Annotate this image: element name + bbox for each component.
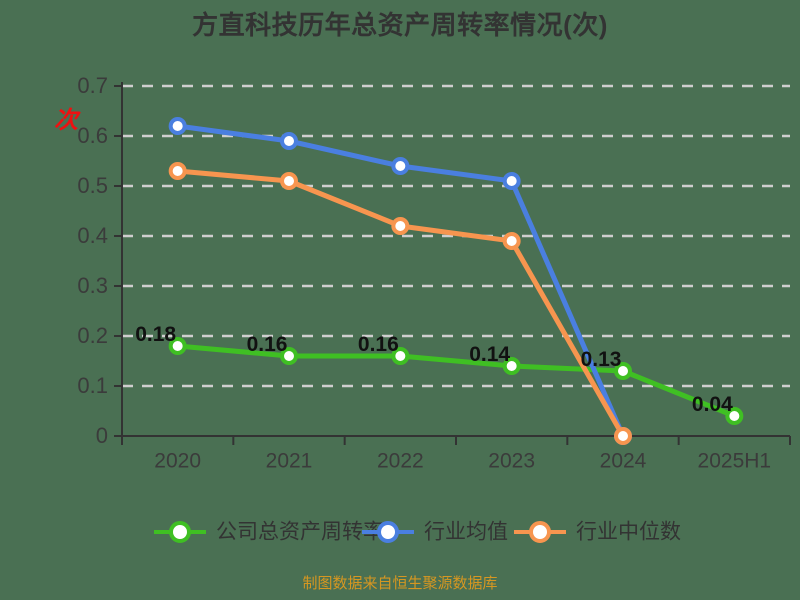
- x-tick-label: 2024: [600, 449, 647, 472]
- data-point-marker: [725, 407, 744, 425]
- legend-item[interactable]: 公司总资产周转率: [154, 521, 384, 544]
- data-point-label: 0.18: [135, 323, 176, 346]
- legend-label: 行业中位数: [576, 521, 681, 544]
- data-point-marker: [280, 172, 298, 190]
- legend-item[interactable]: 行业均值: [362, 521, 508, 544]
- y-tick-label: 0.7: [77, 73, 108, 98]
- source-note: 制图数据来自恒生聚源数据库: [302, 575, 498, 592]
- data-point-label: 0.16: [247, 333, 288, 356]
- data-point-marker: [502, 172, 521, 190]
- legend-marker: [529, 521, 551, 543]
- data-point-marker: [280, 132, 298, 150]
- y-tick-label: 0: [96, 423, 108, 448]
- legend-label: 公司总资产周转率: [216, 521, 384, 544]
- y-tick-label: 0.1: [77, 373, 108, 398]
- y-axis-ticks-group: 0 0.1 0.2 0.3 0.4 0.5 0.6 0.7: [77, 73, 123, 448]
- y-tick-label: 0.3: [77, 273, 108, 298]
- series-group: [168, 117, 744, 445]
- x-tick-label: 2022: [377, 449, 424, 472]
- data-point-marker: [391, 217, 410, 235]
- data-labels-group: 0.18 0.16 0.16 0.14 0.13 0.04: [135, 323, 733, 416]
- y-tick-label: 0.2: [77, 323, 108, 348]
- data-point-label: 0.14: [469, 343, 510, 366]
- data-point-marker: [168, 117, 187, 135]
- chart-title: 方直科技历年总资产周转率情况(次): [192, 10, 608, 40]
- legend-marker: [169, 521, 191, 543]
- data-point-marker: [391, 347, 410, 365]
- legend-marker: [377, 521, 399, 543]
- data-point-label: 0.13: [581, 348, 622, 371]
- y-axis-unit-mark: 次: [54, 107, 81, 134]
- legend-item[interactable]: 行业中位数: [514, 521, 681, 544]
- x-axis-group: 2020 2021 2022 2023 2024 2025H1: [121, 435, 791, 472]
- data-point-marker: [502, 232, 521, 250]
- data-point-marker: [168, 162, 187, 180]
- x-tick-label: 2023: [488, 449, 535, 472]
- x-tick-label: 2025H1: [698, 449, 772, 472]
- data-point-marker: [168, 337, 187, 355]
- legend-group: 公司总资产周转率 行业均值 行业中位数: [154, 521, 681, 544]
- y-tick-label: 0.5: [77, 173, 108, 198]
- legend-label: 行业均值: [424, 521, 508, 544]
- data-point-label: 0.04: [692, 393, 733, 416]
- chart-plot-area: 00.10.20.30.40.50.60.7 2020 2021 2022 2023 2…: [54, 73, 791, 544]
- data-point-marker: [391, 157, 410, 175]
- y-tick-label: 0.4: [77, 223, 108, 248]
- gridlines-group: [122, 84, 790, 388]
- series-line: [175, 168, 626, 439]
- y-tick-label: 0.6: [77, 123, 108, 148]
- data-point-marker: [614, 362, 632, 380]
- series-line: [175, 343, 737, 419]
- data-point-label: 0.16: [358, 333, 399, 356]
- x-tick-label: 2020: [154, 449, 201, 472]
- data-point-marker: [502, 357, 521, 375]
- x-tick-label: 2021: [266, 449, 313, 472]
- data-point-marker: [280, 347, 298, 365]
- data-point-marker: [614, 427, 632, 445]
